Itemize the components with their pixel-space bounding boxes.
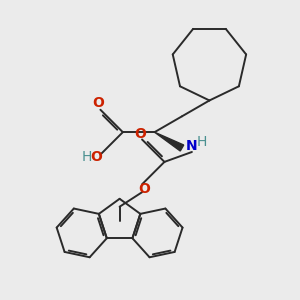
Text: O: O [134, 127, 146, 140]
Text: O: O [92, 96, 104, 110]
Polygon shape [154, 132, 184, 151]
Text: H: H [81, 150, 92, 164]
Text: O: O [138, 182, 150, 196]
Text: O: O [91, 150, 102, 164]
Text: H: H [196, 135, 207, 149]
Text: N: N [186, 139, 198, 153]
